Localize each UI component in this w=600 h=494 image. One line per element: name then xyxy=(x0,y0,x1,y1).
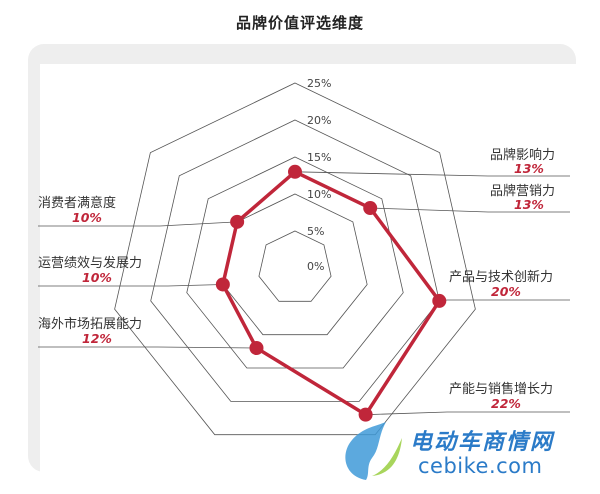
axis-tick-label: 20% xyxy=(307,114,331,127)
value-connector-3 xyxy=(365,411,448,416)
value-label-brand-marketing: 13% xyxy=(514,197,544,212)
value-connector-6 xyxy=(159,221,238,227)
data-point-2 xyxy=(432,293,447,308)
data-point-6 xyxy=(230,214,245,229)
value-label-overseas-market: 12% xyxy=(82,331,112,346)
grid-ring-4 xyxy=(150,119,440,402)
data-point-3 xyxy=(358,407,373,422)
value-label-product-tech-innovation: 20% xyxy=(491,284,521,299)
value-label-operating-performance: 10% xyxy=(82,270,112,285)
value-label-brand-influence: 13% xyxy=(514,161,544,176)
category-label-overseas-market: 海外市场拓展能力 xyxy=(38,317,143,332)
chart-title: 品牌价值评选维度 xyxy=(235,14,364,32)
watermark: 电动车商情网 cebike.com xyxy=(336,418,586,488)
data-point-0 xyxy=(288,164,302,179)
data-point-1 xyxy=(363,201,378,216)
axis-tick-label: 0% xyxy=(307,260,324,273)
grid-ring-1 xyxy=(258,230,332,302)
category-label-brand-influence: 品牌影响力 xyxy=(490,148,556,163)
axis-tick-label: 25% xyxy=(307,77,331,90)
value-connector-5 xyxy=(167,284,223,287)
watermark-cn-text: 电动车商情网 xyxy=(410,430,555,455)
value-connector-4 xyxy=(157,346,257,349)
category-label-product-tech-innovation: 产品与技术创新力 xyxy=(449,270,554,285)
category-label-operating-performance: 运营绩效与发展力 xyxy=(38,256,143,271)
data-point-4 xyxy=(249,341,264,356)
category-label-brand-marketing: 品牌营销力 xyxy=(490,184,556,199)
grid-ring-3 xyxy=(186,156,404,369)
data-series-line xyxy=(221,170,442,417)
axis-tick-label: 5% xyxy=(307,225,324,238)
axis-tick-label: 15% xyxy=(307,151,331,164)
value-connector-0 xyxy=(294,171,489,177)
category-label-consumer-satisfaction: 消费者满意度 xyxy=(38,196,117,211)
axis-tick-label: 10% xyxy=(307,188,331,201)
cebike-logo-icon xyxy=(345,422,402,480)
grid-ring-5 xyxy=(114,82,476,436)
data-point-5 xyxy=(215,277,230,292)
value-label-consumer-satisfaction: 10% xyxy=(72,210,102,225)
value-label-capacity-sales-growth: 22% xyxy=(491,396,521,411)
watermark-en-text: cebike.com xyxy=(418,454,543,478)
value-connector-1 xyxy=(370,207,489,213)
chart-card xyxy=(40,64,586,480)
category-label-capacity-sales-growth: 产能与销售增长力 xyxy=(449,382,554,397)
